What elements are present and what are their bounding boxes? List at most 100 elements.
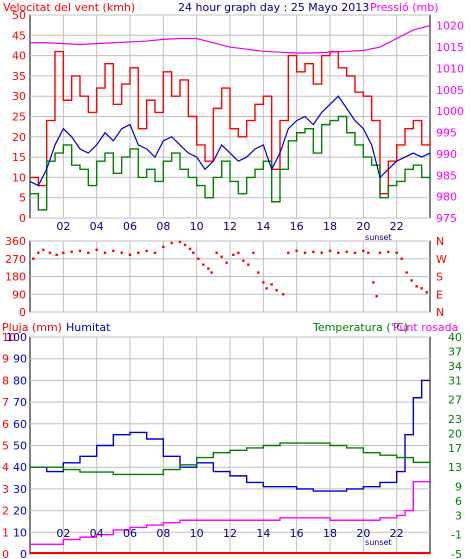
humidity-tick-label: 20 [13, 505, 27, 518]
rain-axis-title: Pluja (mm) [2, 321, 62, 334]
wind-direction-point [362, 249, 365, 253]
humidity-tick-label: 10 [13, 526, 27, 539]
humidity-tick-label: 80 [13, 374, 27, 387]
bottom-sunset-label: sunset [365, 538, 392, 547]
dewpoint-line [30, 480, 430, 546]
wind-direction-point [265, 287, 268, 290]
wind-direction-point [188, 247, 192, 251]
temperature-tick-label: 40 [448, 331, 462, 344]
temperature-tick-label: 31 [448, 374, 462, 387]
wind-speed-tick-label: 40 [12, 50, 26, 63]
humidity-tick-label: 100 [6, 331, 27, 344]
direction-degree-label: 90 [12, 288, 26, 301]
wind-speed-tick-label: 10 [12, 171, 26, 184]
temperature-tick-label: 9 [455, 480, 462, 493]
rain-tick-label: 0 [2, 548, 9, 559]
bottom-x-tick-label: 16 [290, 527, 304, 540]
humidity-tick-label: 60 [13, 418, 27, 431]
humidity-tick-label: 70 [13, 396, 27, 409]
direction-compass-label: E [436, 288, 443, 301]
rain-tick-label: 4 [2, 461, 9, 474]
wind-direction-point [192, 251, 195, 255]
direction-degree-label: 360 [5, 235, 26, 248]
temperature-tick-label: 23 [448, 413, 462, 426]
wind-direction-point [303, 251, 307, 255]
direction-compass-label: N [436, 235, 444, 248]
rain-tick-label: 6 [2, 418, 9, 431]
wind-direction-point [237, 251, 240, 255]
humidity-line [30, 379, 430, 492]
pressure-tick-label: 1005 [436, 84, 464, 97]
wind-direction-point [372, 281, 375, 284]
wind-direction-point [112, 249, 115, 253]
wind-direction-point [247, 263, 250, 266]
bottom-x-tick-label: 06 [123, 527, 137, 540]
pressure-tick-label: 980 [436, 191, 457, 204]
bottom-x-tick-label: 10 [190, 527, 204, 540]
wind-direction-point [128, 253, 132, 257]
top-x-tick-label: 16 [290, 220, 304, 233]
rain-tick-label: 3 [2, 483, 9, 496]
wind-direction-point [103, 251, 107, 255]
wind-direction-point [375, 295, 378, 298]
pressure-tick-label: 1010 [436, 62, 464, 75]
wind-direction-point [395, 251, 398, 255]
wind-speed-tick-label: 15 [12, 151, 26, 164]
wind-direction-point [210, 271, 213, 274]
top-x-tick-label: 18 [323, 220, 337, 233]
wind-speed-tick-label: 5 [19, 192, 26, 205]
wind-direction-point [145, 249, 148, 253]
wind-direction-point [202, 263, 205, 266]
humidity-tick-label: 90 [13, 353, 27, 366]
bottom-x-tick-label: 02 [56, 527, 70, 540]
rain-tick-label: 1 [2, 526, 9, 539]
wind-average-line [29, 95, 431, 187]
humidity-tick-label: 30 [13, 483, 27, 496]
wind-direction-point [378, 251, 382, 255]
wind-direction-point [415, 285, 418, 288]
pressure-tick-label: 1000 [436, 105, 464, 118]
temperature-axis-title: Temperatura (°C) [312, 321, 408, 334]
wind-direction-point [262, 281, 265, 284]
wind-direction-point [137, 251, 140, 255]
wind-direction-point [353, 251, 357, 255]
wind-speed-tick-label: 50 [12, 9, 26, 22]
top-x-tick-label: 14 [256, 220, 270, 233]
temperature-tick-label: 34 [448, 360, 462, 373]
wind-direction-point [337, 251, 340, 255]
temperature-tick-label: 27 [448, 394, 462, 407]
temperature-tick-label: 6 [455, 495, 462, 508]
wind-direction-point [328, 249, 332, 253]
wind-speed-axis-title: Velocitat del vent (kmh) [3, 1, 135, 14]
wind-direction-point [287, 251, 290, 255]
direction-compass-label: W [436, 253, 447, 266]
wind-direction-point [387, 250, 390, 254]
wind-direction-point [400, 257, 403, 260]
wind-direction-point [295, 249, 298, 253]
direction-compass-label: N [436, 306, 444, 319]
temperature-tick-label: 17 [448, 442, 462, 455]
bottom-x-tick-label: 12 [223, 527, 237, 540]
pressure-tick-label: 975 [436, 212, 457, 225]
data-layer [29, 25, 431, 554]
wind-direction-point [252, 251, 255, 255]
wind-speed-tick-label: 0 [19, 212, 26, 225]
wind-direction-point [232, 253, 235, 257]
wind-speed-tick-label: 30 [12, 90, 26, 103]
top-x-tick-label: 10 [190, 220, 204, 233]
wind-speed-tick-label: 35 [12, 70, 26, 83]
temperature-tick-label: 37 [448, 345, 462, 358]
wind-direction-point [95, 248, 98, 252]
rain-tick-label: 7 [2, 396, 9, 409]
wind-direction-point [270, 283, 273, 286]
wind-direction-point [367, 251, 370, 255]
dewpoint-axis-title: Punt rosada [393, 321, 458, 334]
top-x-tick-label: 06 [123, 220, 137, 233]
top-x-tick-label: 02 [56, 220, 70, 233]
temperature-tick-label: 20 [448, 427, 462, 440]
pressure-tick-label: 1020 [436, 20, 464, 33]
wind-direction-point [410, 279, 413, 282]
wind-speed-tick-label: 25 [12, 111, 26, 124]
